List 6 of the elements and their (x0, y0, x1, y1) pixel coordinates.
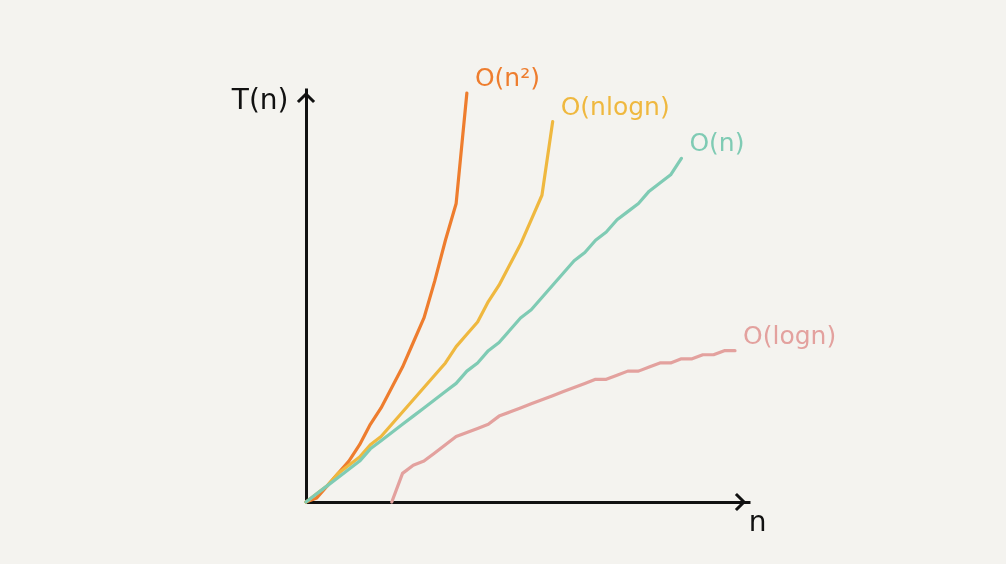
y-axis-title: T(n) (230, 82, 289, 116)
x-axis-title: n (748, 504, 767, 538)
series-label: O(logn) (743, 320, 837, 350)
series-label: O(nlogn) (560, 91, 670, 121)
series-label: O(n) (689, 128, 745, 158)
series-label: O(n²) (474, 63, 540, 92)
